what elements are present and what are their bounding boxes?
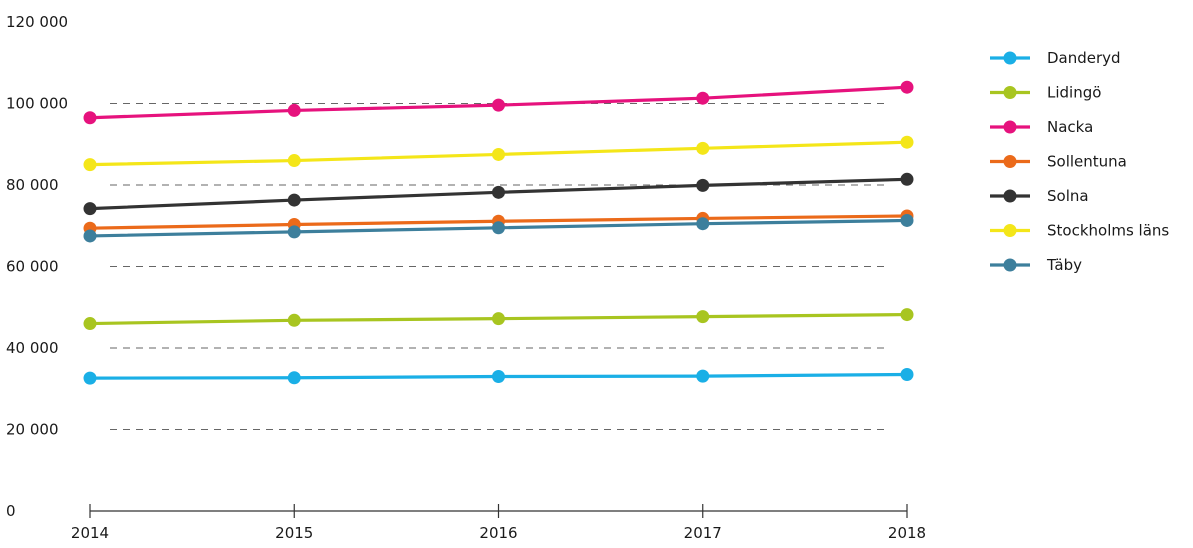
- series-Stockholms läns: [83, 135, 914, 172]
- legend-label: Solna: [1047, 187, 1089, 205]
- legend-swatch-marker: [1003, 51, 1017, 65]
- y-tick-label: 60 000: [6, 258, 59, 276]
- y-tick-label: 40 000: [6, 339, 59, 357]
- legend-item: Danderyd: [990, 49, 1121, 67]
- data-point: [287, 313, 301, 327]
- legend-swatch-marker: [1003, 224, 1017, 237]
- x-tick-label: 2017: [684, 524, 722, 542]
- x-tick-label: 2015: [275, 524, 313, 542]
- data-point: [900, 135, 914, 149]
- legend-swatch-marker: [1003, 86, 1017, 99]
- data-point: [83, 158, 97, 172]
- x-tick-label: 2016: [479, 524, 517, 542]
- data-point: [492, 98, 505, 112]
- data-point: [492, 312, 505, 326]
- data-point: [696, 178, 710, 192]
- data-point: [696, 369, 710, 383]
- data-point: [83, 202, 97, 216]
- legend-label: Sollentuna: [1047, 153, 1127, 171]
- data-point: [492, 147, 505, 161]
- legend-item: Täby: [990, 256, 1082, 274]
- series-Lidingö: [83, 308, 914, 331]
- data-point: [287, 154, 301, 168]
- data-point: [83, 229, 97, 243]
- legend-label: Nacka: [1047, 118, 1093, 136]
- legend-item: Lidingö: [990, 84, 1101, 102]
- data-point: [287, 371, 301, 385]
- data-point: [287, 103, 301, 117]
- legend-label: Lidingö: [1047, 84, 1101, 102]
- x-tick-label: 2014: [71, 524, 109, 542]
- legend-swatch-marker: [1003, 258, 1017, 272]
- series-Nacka: [83, 80, 914, 125]
- data-point: [900, 367, 914, 381]
- data-point: [287, 225, 301, 239]
- series-lines: [83, 80, 914, 385]
- series-Täby: [83, 213, 914, 243]
- axes: 2014 2015 2016 2017 2018 0 20 000 40 000 60 000 8…: [6, 13, 926, 542]
- data-point: [287, 193, 301, 207]
- y-tick-label: 0: [6, 502, 16, 520]
- legend-item: Solna: [990, 187, 1089, 205]
- data-point: [492, 185, 505, 199]
- legend-label: Stockholms läns: [1047, 222, 1169, 240]
- data-point: [83, 111, 97, 125]
- legend: Danderyd Lidingö Nacka Sollentuna Solna Stock…: [990, 49, 1169, 274]
- data-point: [900, 172, 914, 186]
- data-point: [492, 221, 505, 235]
- data-point: [900, 213, 914, 227]
- data-point: [83, 317, 97, 331]
- legend-item: Sollentuna: [990, 153, 1127, 171]
- legend-swatch-marker: [1003, 120, 1017, 134]
- data-point: [492, 370, 505, 384]
- legend-item: Nacka: [990, 118, 1093, 136]
- series-Danderyd: [83, 367, 914, 385]
- data-point: [83, 371, 97, 385]
- data-point: [696, 141, 710, 155]
- data-point: [696, 310, 710, 324]
- legend-item: Stockholms läns: [990, 222, 1169, 240]
- y-tick-label: 100 000: [6, 95, 68, 113]
- data-point: [696, 217, 710, 231]
- legend-swatch-marker: [1003, 189, 1017, 203]
- y-tick-label: 20 000: [6, 421, 59, 439]
- legend-label: Täby: [1046, 256, 1082, 274]
- data-point: [696, 91, 710, 105]
- data-point: [900, 80, 914, 94]
- x-tick-label: 2018: [888, 524, 926, 542]
- y-tick-label: 120 000: [6, 13, 68, 31]
- series-Solna: [83, 172, 914, 216]
- legend-swatch-marker: [1003, 155, 1017, 168]
- y-tick-label: 80 000: [6, 176, 59, 194]
- data-point: [900, 308, 914, 322]
- legend-label: Danderyd: [1047, 49, 1121, 67]
